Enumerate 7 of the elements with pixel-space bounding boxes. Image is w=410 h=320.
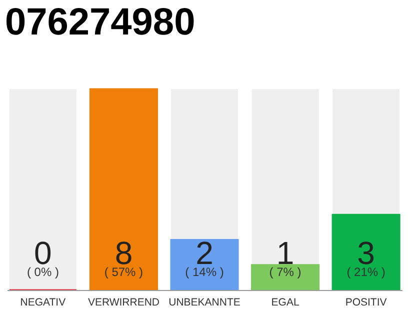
x-tick-label: UNBEKANNTE bbox=[168, 296, 240, 308]
x-tick-label: VERWIRREND bbox=[88, 296, 160, 308]
x-tick-label: EGAL bbox=[271, 296, 300, 308]
x-tick-label: NEGATIV bbox=[20, 296, 66, 308]
x-tick-label: POSITIV bbox=[345, 296, 387, 308]
chart-title: 076274980 bbox=[5, 1, 196, 44]
bar bbox=[251, 264, 320, 291]
